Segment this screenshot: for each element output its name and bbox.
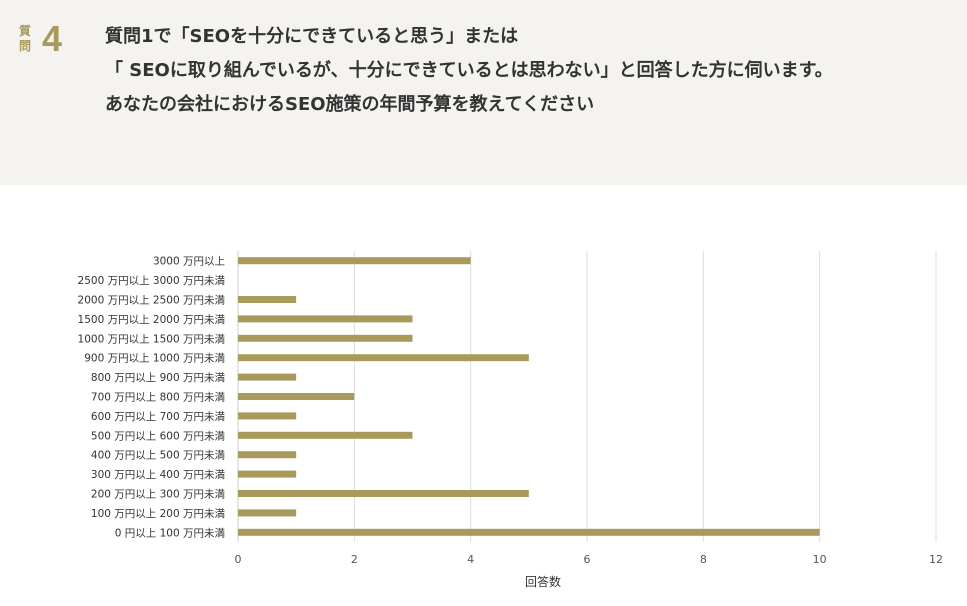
bar (238, 296, 297, 303)
bar (238, 315, 413, 323)
y-category-label: 300 万円以上 400 万円未満 (91, 469, 226, 481)
bar (238, 412, 297, 420)
bar (238, 490, 529, 497)
bar (238, 528, 820, 536)
y-category-label: 2000 万円以上 2500 万円未満 (78, 295, 226, 307)
bar (238, 509, 297, 517)
y-category-label: 1000 万円以上 1500 万円未満 (78, 333, 226, 345)
question-text: 質問1で「SEOを十分にできていると思う」または 「 SEOに取り組んでいるが、… (105, 20, 955, 122)
bar (238, 257, 471, 265)
question-number: 4 (42, 18, 63, 59)
y-category-label: 200 万円以上 300 万円未満 (91, 489, 226, 501)
bar (238, 354, 529, 362)
bar (238, 373, 297, 381)
y-category-label: 100 万円以上 200 万円未満 (91, 508, 226, 520)
y-category-label: 900 万円以上 1000 万円未満 (84, 353, 225, 365)
y-category-label: 1500 万円以上 2000 万円未満 (78, 314, 226, 326)
y-category-label: 2500 万円以上 3000 万円未満 (78, 275, 226, 287)
x-tick-label: 0 (235, 553, 242, 566)
question-header: 質問 4 質問1で「SEOを十分にできていると思う」または 「 SEOに取り組ん… (0, 0, 967, 185)
y-category-label: 3000 万円以上 (153, 256, 225, 268)
bar (238, 470, 297, 478)
x-tick-label: 10 (813, 553, 827, 566)
y-category-label: 800 万円以上 900 万円未満 (91, 372, 226, 384)
question-line-3: あなたの会社におけるSEO施策の年間予算を教えてください (105, 94, 595, 115)
x-tick-label: 6 (584, 553, 591, 566)
question-label: 質問 (18, 24, 31, 53)
x-tick-label: 12 (929, 553, 943, 566)
bar (238, 451, 297, 459)
question-line-2: 「 SEOに取り組んでいるが、十分にできているとは思わない」と回答した方に伺いま… (105, 60, 833, 81)
x-tick-label: 4 (467, 553, 474, 566)
x-tick-label: 2 (351, 553, 358, 566)
y-category-label: 0 円以上 100 万円未満 (115, 527, 226, 539)
y-category-label: 500 万円以上 600 万円未満 (91, 430, 226, 442)
x-axis-label: 回答数 (525, 574, 561, 589)
y-category-label: 600 万円以上 700 万円未満 (91, 411, 226, 423)
x-tick-label: 8 (700, 553, 707, 566)
bar (238, 334, 413, 342)
y-category-label: 400 万円以上 500 万円未満 (91, 450, 226, 462)
bar (238, 431, 413, 439)
y-category-label: 700 万円以上 800 万円未満 (91, 392, 226, 404)
bar (238, 393, 355, 400)
question-line-1: 質問1で「SEOを十分にできていると思う」または (105, 26, 519, 47)
